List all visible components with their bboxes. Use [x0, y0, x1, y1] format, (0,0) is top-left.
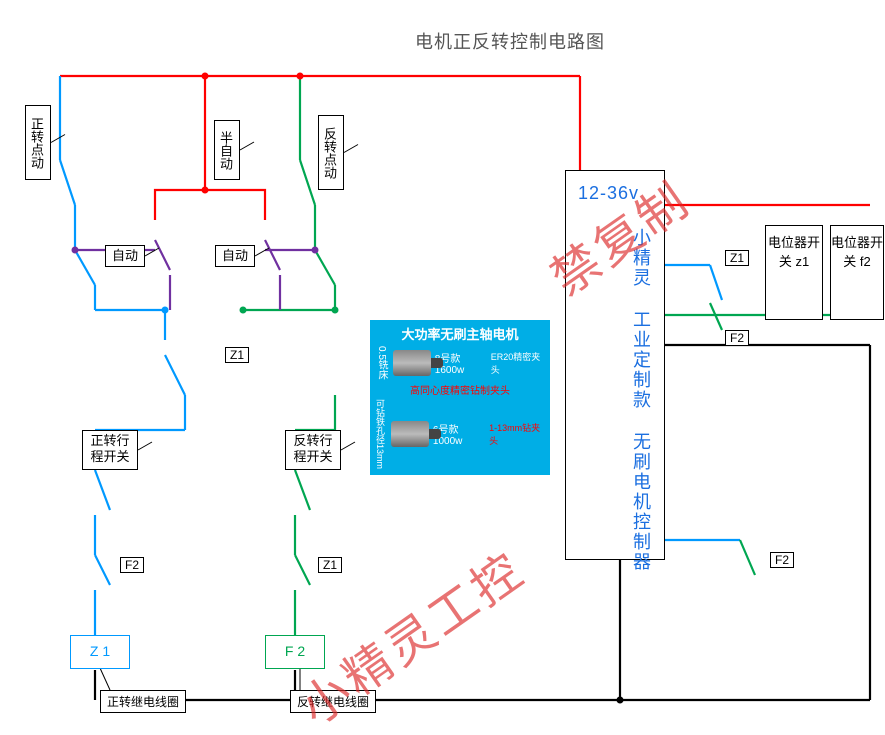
wire [155, 190, 205, 220]
wire [75, 250, 95, 285]
controller-text: 小精灵 工业定制款 无刷电机控制器 [576, 216, 654, 584]
junction-node [312, 247, 319, 254]
wire [740, 540, 755, 575]
callout-fwd_coil_cap: 正转继电线圈 [100, 690, 186, 713]
wire [295, 470, 310, 510]
motor-icon [393, 350, 431, 376]
wire [300, 160, 315, 205]
contact-label-f2: F2 [725, 330, 749, 346]
label-rev_jog: 反转点动 [318, 115, 344, 190]
contact-label-f2: F2 [120, 557, 144, 573]
contact-label-f2: F2 [770, 552, 794, 568]
wire [155, 240, 170, 270]
contact-label-z1: Z1 [725, 250, 749, 266]
label-fwd_limit: 正转行程开关 [82, 430, 138, 470]
wire [710, 265, 722, 300]
motor-l2a: 可钻铁孔径13mm [374, 399, 387, 469]
junction-node [332, 307, 339, 314]
label-auto: 自动 [215, 245, 255, 267]
wire [95, 555, 110, 585]
label-auto: 自动 [105, 245, 145, 267]
controller-voltage: 12-36v [578, 183, 639, 204]
wire [60, 160, 75, 205]
motor-ad-header: 大功率无刷主轴电机 [374, 324, 546, 343]
relay-coil-fwd_coil: Z 1 [70, 635, 130, 669]
label-fwd_jog: 正转点动 [25, 105, 51, 180]
motor-l1c: ER20精密夹头 [491, 350, 546, 376]
junction-node [240, 307, 247, 314]
contact-label-z1: Z1 [318, 557, 342, 573]
wire [710, 303, 722, 330]
junction-node [617, 697, 624, 704]
wire [95, 470, 110, 510]
wire [205, 190, 265, 220]
contact-label-z1: Z1 [225, 347, 249, 363]
motor-l1a: 0.5铣床 [374, 346, 389, 380]
junction-node [297, 73, 304, 80]
wire [295, 555, 310, 585]
junction-node [162, 307, 169, 314]
motor-ad-block: 大功率无刷主轴电机 0.5铣床 8号款1600w ER20精密夹头 高同心度精密… [370, 320, 550, 475]
diagram-stage: 电机正反转控制电路图 12-36v 小精灵 工业定制款 无刷电机控制器 大功率无… [0, 0, 885, 735]
motor-mid: 高同心度精密钻制夹头 [410, 382, 510, 397]
potentiometer-pot_f2: 电位器开关 f2 [830, 225, 884, 320]
callout-rev_coil_cap: 反转继电线圈 [290, 690, 376, 713]
controller-box: 12-36v 小精灵 工业定制款 无刷电机控制器 [565, 170, 665, 560]
junction-node [202, 73, 209, 80]
label-rev_limit: 反转行程开关 [285, 430, 341, 470]
wire [265, 240, 280, 270]
relay-coil-rev_coil: F 2 [265, 635, 325, 669]
wire [315, 250, 335, 285]
junction-node [72, 247, 79, 254]
motor-l2c: 1-13mm钻夹头 [489, 421, 546, 447]
motor-icon [391, 421, 429, 447]
wire [165, 355, 185, 395]
potentiometer-pot_z1: 电位器开关 z1 [765, 225, 823, 320]
label-semi_auto: 半自动 [214, 120, 240, 180]
junction-node [202, 187, 209, 194]
